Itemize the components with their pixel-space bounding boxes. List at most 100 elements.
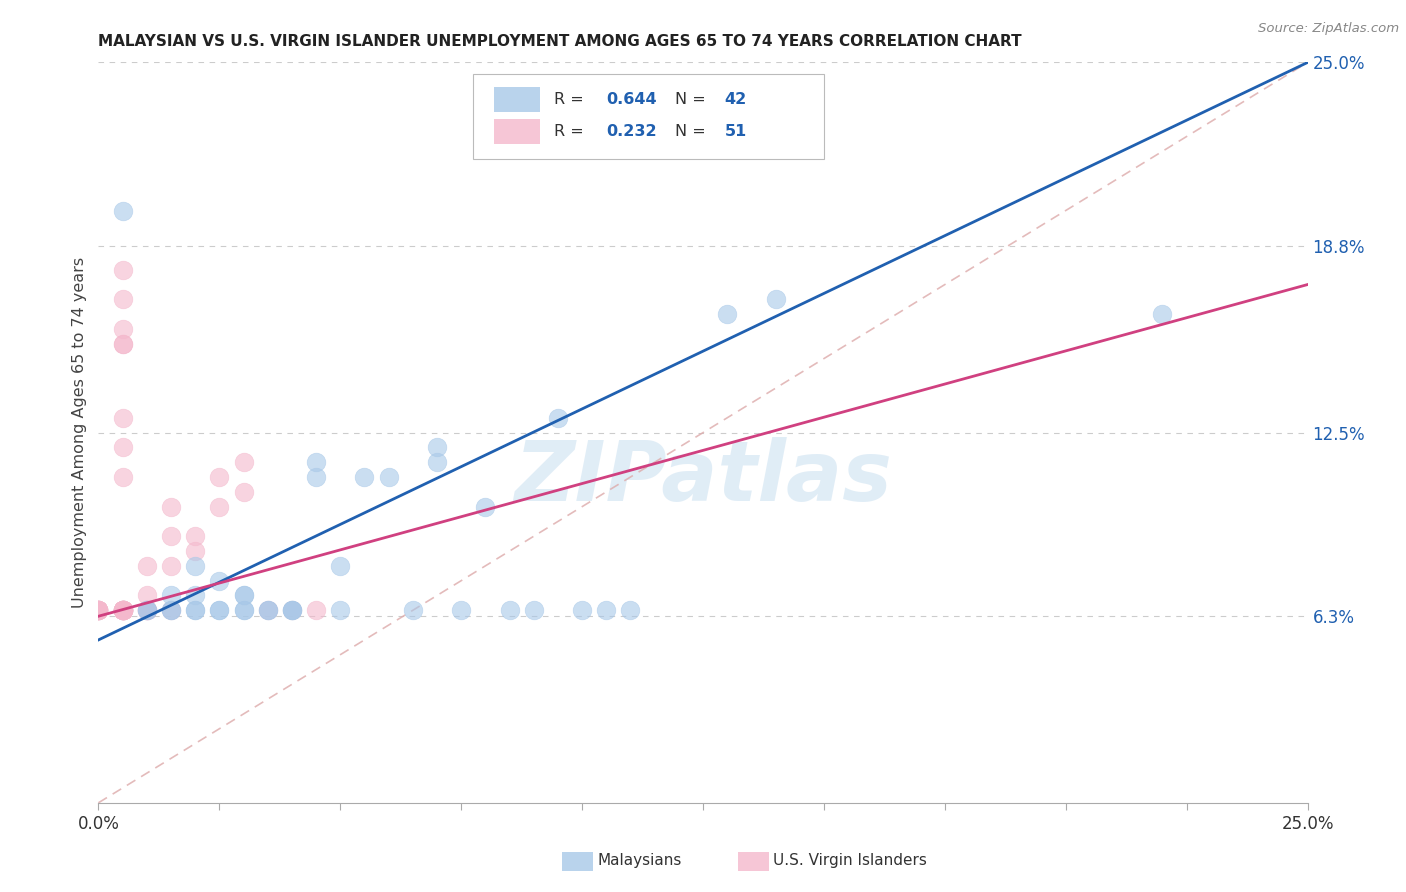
FancyBboxPatch shape: [474, 73, 824, 159]
Text: ZIPatlas: ZIPatlas: [515, 436, 891, 517]
Point: [208, 603, 231, 617]
Point: [329, 603, 352, 617]
Point: [87, 603, 110, 617]
Point: [111, 603, 134, 617]
Text: MALAYSIAN VS U.S. VIRGIN ISLANDER UNEMPLOYMENT AMONG AGES 65 TO 74 YEARS CORRELA: MALAYSIAN VS U.S. VIRGIN ISLANDER UNEMPL…: [98, 34, 1022, 49]
Point: [135, 589, 157, 603]
Point: [87, 603, 110, 617]
Point: [135, 558, 157, 573]
Point: [765, 293, 787, 307]
Point: [135, 603, 157, 617]
Text: R =: R =: [554, 124, 589, 139]
Point: [305, 603, 328, 617]
Point: [1152, 307, 1174, 321]
Point: [111, 603, 134, 617]
Point: [135, 603, 157, 617]
Point: [716, 307, 738, 321]
Point: [111, 603, 134, 617]
Point: [571, 603, 593, 617]
Point: [111, 410, 134, 425]
Point: [595, 603, 617, 617]
Point: [184, 589, 207, 603]
Point: [111, 293, 134, 307]
Point: [281, 603, 304, 617]
Point: [111, 603, 134, 617]
Point: [87, 603, 110, 617]
Point: [160, 529, 183, 543]
Point: [232, 589, 254, 603]
Point: [305, 455, 328, 469]
Point: [111, 603, 134, 617]
Point: [474, 500, 496, 514]
Point: [305, 470, 328, 484]
Point: [160, 500, 183, 514]
Point: [87, 603, 110, 617]
Point: [111, 336, 134, 351]
Point: [523, 603, 546, 617]
Point: [208, 603, 231, 617]
Point: [281, 603, 304, 617]
Point: [256, 603, 278, 617]
Point: [184, 558, 207, 573]
Point: [160, 558, 183, 573]
Point: [208, 500, 231, 514]
Point: [281, 603, 304, 617]
Point: [184, 529, 207, 543]
Point: [184, 544, 207, 558]
Point: [208, 470, 231, 484]
Point: [87, 603, 110, 617]
Text: Malaysians: Malaysians: [598, 854, 682, 868]
Point: [111, 603, 134, 617]
Point: [111, 603, 134, 617]
Point: [377, 470, 399, 484]
Point: [184, 603, 207, 617]
Point: [111, 203, 134, 218]
Point: [232, 603, 254, 617]
Point: [426, 455, 449, 469]
Point: [402, 603, 425, 617]
Bar: [494, 87, 540, 112]
Point: [135, 603, 157, 617]
Y-axis label: Unemployment Among Ages 65 to 74 years: Unemployment Among Ages 65 to 74 years: [72, 257, 87, 608]
Point: [87, 603, 110, 617]
Point: [87, 603, 110, 617]
Text: Source: ZipAtlas.com: Source: ZipAtlas.com: [1258, 22, 1399, 36]
Point: [184, 603, 207, 617]
Point: [87, 603, 110, 617]
Point: [329, 558, 352, 573]
Point: [111, 262, 134, 277]
Point: [111, 603, 134, 617]
Point: [353, 470, 375, 484]
Point: [111, 336, 134, 351]
Point: [232, 603, 254, 617]
Point: [232, 455, 254, 469]
Point: [111, 603, 134, 617]
Point: [111, 470, 134, 484]
Point: [426, 441, 449, 455]
Point: [111, 441, 134, 455]
Point: [111, 603, 134, 617]
Point: [135, 603, 157, 617]
Point: [208, 574, 231, 588]
Point: [160, 589, 183, 603]
Point: [111, 603, 134, 617]
Point: [160, 603, 183, 617]
Point: [87, 603, 110, 617]
Point: [281, 603, 304, 617]
Text: R =: R =: [554, 92, 589, 107]
Text: 51: 51: [724, 124, 747, 139]
Text: 42: 42: [724, 92, 747, 107]
Point: [87, 603, 110, 617]
Point: [135, 603, 157, 617]
Point: [450, 603, 472, 617]
Point: [111, 603, 134, 617]
Point: [547, 410, 569, 425]
Text: 0.232: 0.232: [606, 124, 657, 139]
Point: [256, 603, 278, 617]
Point: [619, 603, 641, 617]
Point: [498, 603, 520, 617]
Point: [160, 603, 183, 617]
Bar: [494, 119, 540, 144]
Point: [111, 322, 134, 336]
Point: [256, 603, 278, 617]
